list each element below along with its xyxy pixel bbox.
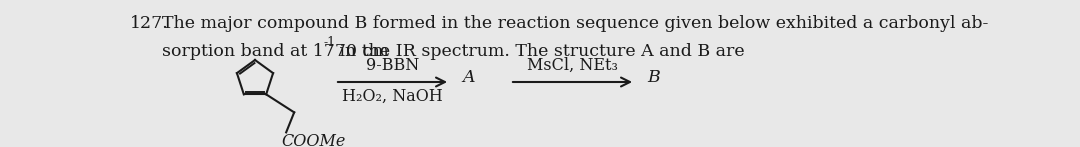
Text: -1: -1 <box>324 36 336 50</box>
Text: in the IR spectrum. The structure A and B are: in the IR spectrum. The structure A and … <box>334 44 744 61</box>
Text: The major compound B formed in the reaction sequence given below exhibited a car: The major compound B formed in the react… <box>162 15 988 32</box>
Text: MsCl, NEt₃: MsCl, NEt₃ <box>527 57 618 74</box>
Text: A: A <box>462 70 474 86</box>
Text: B: B <box>647 70 660 86</box>
Text: 9-BBN: 9-BBN <box>366 57 419 74</box>
Text: sorption band at 1770 cm: sorption band at 1770 cm <box>162 44 389 61</box>
Text: COOMe: COOMe <box>281 133 346 147</box>
Text: H₂O₂, NaOH: H₂O₂, NaOH <box>342 88 443 105</box>
Text: 127.: 127. <box>130 15 168 32</box>
